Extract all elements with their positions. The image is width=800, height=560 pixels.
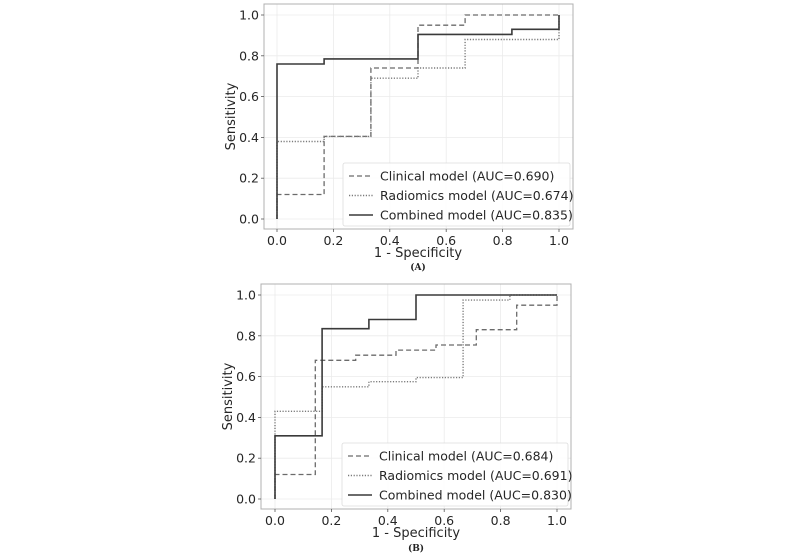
roc-panel-b: 0.0 0.2 0.4 0.6 0.8 1.0 0.0 0.2 0.4 0.6 0.8 1.0 1 - …	[221, 283, 572, 554]
plot-frame	[260, 283, 572, 510]
roc-curve-solid	[274, 294, 557, 499]
x-tick-label: 0.0	[267, 233, 287, 248]
legend-entry: Radiomics model (AUC=0.691)	[379, 468, 572, 483]
legend: Clinical model (AUC=0.690) Radiomics mode…	[342, 162, 573, 227]
panel-label: (B)	[408, 543, 424, 554]
legend-entry: Radiomics model (AUC=0.674)	[380, 188, 573, 203]
legend-entry: Combined model (AUC=0.830)	[379, 488, 572, 503]
axis-ticks: 0.0 0.2 0.4 0.6 0.8 1.0 0.0 0.2 0.4 0.6 0.8 1.0	[236, 288, 567, 529]
legend: Clinical model (AUC=0.684) Radiomics mode…	[341, 442, 572, 507]
roc-panel-a: 0.0 0.2 0.4 0.6 0.8 1.0 0.0 0.2 0.4 0.6 0.8 1.0 1 - …	[224, 3, 574, 273]
x-tick-label: 0.6	[434, 513, 454, 528]
y-tick-label: 0.4	[239, 130, 259, 145]
x-tick-label: 0.0	[265, 513, 285, 528]
y-tick-label: 0.8	[236, 328, 256, 343]
legend-entry: Clinical model (AUC=0.690)	[380, 169, 554, 184]
legend-entry: Clinical model (AUC=0.684)	[379, 449, 553, 464]
y-tick-label: 1.0	[236, 288, 256, 303]
roc-curve-dashed	[274, 295, 558, 499]
y-tick-label: 0.0	[239, 212, 259, 227]
x-tick-label: 0.4	[378, 513, 398, 528]
y-tick-label: 0.6	[236, 369, 256, 384]
y-tick-label: 0.4	[236, 410, 256, 425]
x-tick-label: 0.6	[436, 233, 456, 248]
roc-curve-dashed	[276, 14, 559, 219]
x-tick-label: 1.0	[549, 233, 569, 248]
y-tick-label: 0.2	[239, 171, 259, 186]
legend-entry: Combined model (AUC=0.835)	[380, 208, 573, 223]
x-axis-label: 1 - Specificity	[374, 246, 463, 261]
plot-frame	[263, 3, 574, 230]
axis-ticks: 0.0 0.2 0.4 0.6 0.8 1.0 0.0 0.2 0.4 0.6 0.8 1.0	[239, 8, 569, 249]
x-tick-label: 0.2	[321, 513, 341, 528]
grid-lines	[264, 4, 573, 229]
x-tick-label: 1.0	[547, 513, 567, 528]
y-tick-label: 0.6	[239, 89, 259, 104]
y-tick-label: 1.0	[239, 8, 259, 23]
x-tick-label: 0.8	[491, 513, 511, 528]
y-axis-label: Sensitivity	[224, 82, 239, 150]
x-axis-label: 1 - Specificity	[372, 526, 461, 541]
x-tick-label: 0.4	[380, 233, 400, 248]
x-tick-label: 0.8	[493, 233, 513, 248]
roc-curve-solid	[276, 15, 560, 219]
panel-label: (A)	[410, 262, 426, 273]
y-tick-label: 0.8	[239, 48, 259, 63]
x-tick-label: 0.2	[323, 233, 343, 248]
y-axis-label: Sensitivity	[221, 362, 236, 430]
y-tick-label: 0.2	[236, 451, 256, 466]
y-tick-label: 0.0	[236, 492, 256, 507]
